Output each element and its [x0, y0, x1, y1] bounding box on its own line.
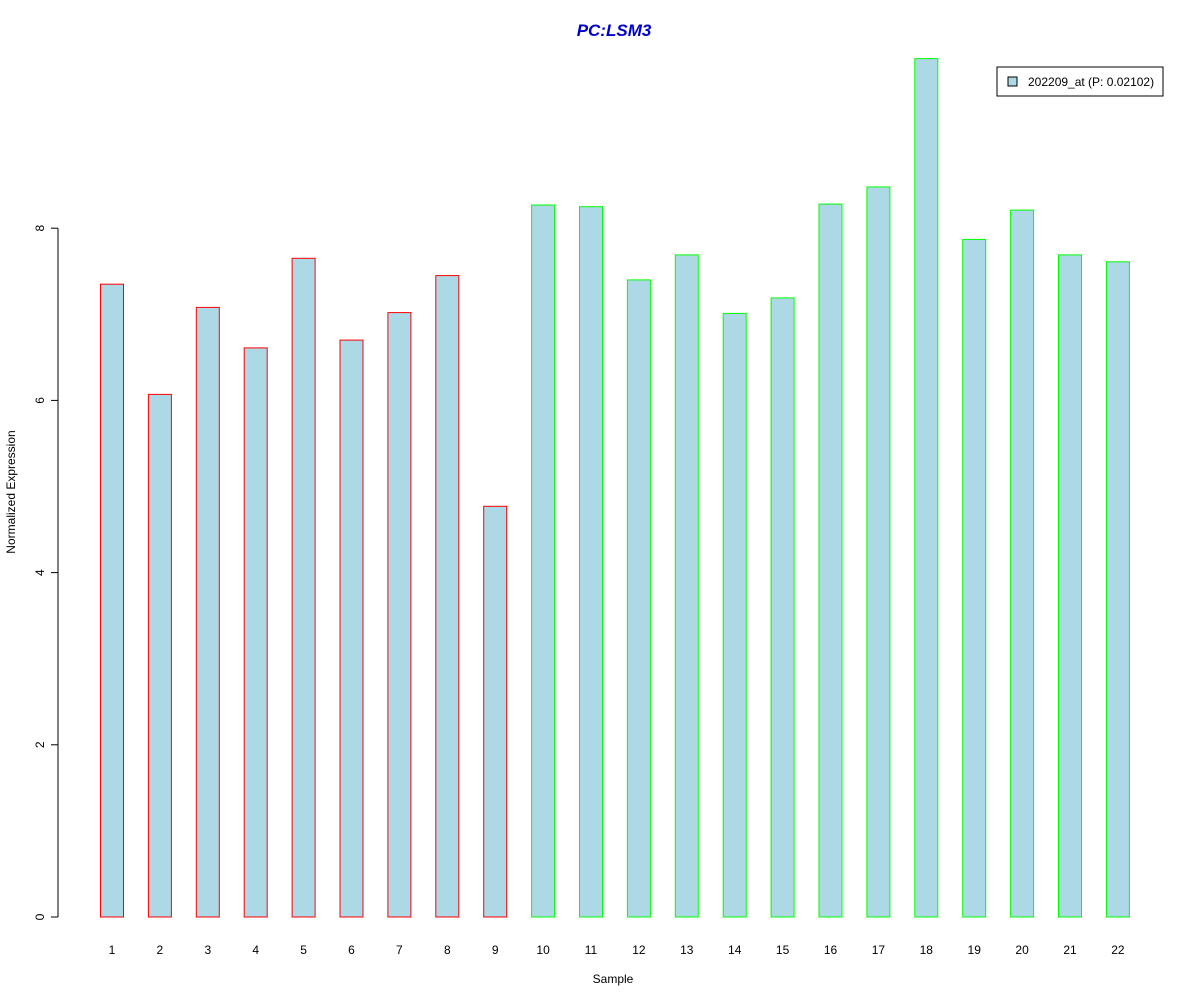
legend-label: 202209_at (P: 0.02102): [1028, 75, 1154, 89]
x-tick-label: 11: [585, 943, 598, 957]
x-tick-label: 2: [157, 943, 164, 957]
bar-sample-17: [866, 186, 891, 918]
bar-sample-6: [339, 339, 364, 918]
bar-sample-22: [1105, 261, 1130, 918]
y-tick-label: 8: [33, 225, 47, 232]
x-tick-label: 13: [680, 943, 694, 957]
legend-swatch: [1007, 76, 1018, 87]
bar-sample-19: [962, 238, 987, 918]
bar-sample-21: [1058, 254, 1082, 918]
chart-title: PC:LSM3: [577, 21, 652, 40]
x-tick-label: 6: [348, 943, 355, 957]
bar-sample-8: [435, 275, 460, 918]
bar-sample-12: [626, 279, 651, 918]
x-tick-label: 19: [968, 943, 982, 957]
y-axis-label: Normalized Expression: [4, 430, 18, 553]
bar-sample-14: [722, 312, 747, 918]
bar-sample-5: [291, 257, 316, 918]
x-tick-label: 9: [492, 943, 499, 957]
x-tick-label: 10: [536, 943, 550, 957]
y-tick-label: 0: [33, 913, 47, 920]
x-tick-label: 4: [252, 943, 259, 957]
x-tick-label: 3: [204, 943, 211, 957]
x-tick-label: 12: [632, 943, 646, 957]
bar-sample-10: [531, 204, 556, 918]
y-tick-label: 6: [33, 397, 47, 404]
bar-sample-9: [483, 505, 508, 918]
x-tick-label: 22: [1111, 943, 1125, 957]
x-tick-label: 14: [728, 943, 742, 957]
bar-sample-7: [387, 312, 412, 918]
bar-sample-11: [579, 206, 603, 918]
x-tick-label: 17: [872, 943, 886, 957]
y-tick-label: 4: [33, 569, 47, 576]
x-tick-label: 16: [824, 943, 838, 957]
x-tick-label: 5: [300, 943, 307, 957]
bar-sample-13: [674, 254, 699, 918]
x-tick-label: 21: [1063, 943, 1077, 957]
legend: 202209_at (P: 0.02102): [996, 66, 1164, 97]
bar-sample-16: [818, 203, 843, 918]
bar-sample-20: [1010, 209, 1035, 918]
bar-sample-3: [195, 306, 220, 918]
bars: [100, 58, 1130, 918]
bar-sample-1: [100, 283, 124, 918]
x-tick-label: 15: [776, 943, 790, 957]
x-axis-label: Sample: [593, 972, 634, 986]
x-tick-label: 1: [109, 943, 116, 957]
x-tick-label: 18: [920, 943, 934, 957]
legend-box: [996, 66, 1164, 97]
y-tick-label: 2: [33, 741, 47, 748]
x-tick-label: 20: [1015, 943, 1029, 957]
x-tick-labels: 1 2 3 4 5 6 7 8 9 10 11 12 13 14 15 16 17 18 19 20 21 22: [109, 943, 1125, 957]
x-tick-label: 7: [396, 943, 403, 957]
bar-sample-2: [147, 393, 172, 918]
bar-sample-18: [914, 58, 939, 918]
x-tick-label: 8: [444, 943, 451, 957]
bar-sample-15: [770, 297, 795, 918]
y-axis: 0 2 4 6 8: [33, 225, 59, 920]
bar-sample-4: [243, 347, 268, 918]
